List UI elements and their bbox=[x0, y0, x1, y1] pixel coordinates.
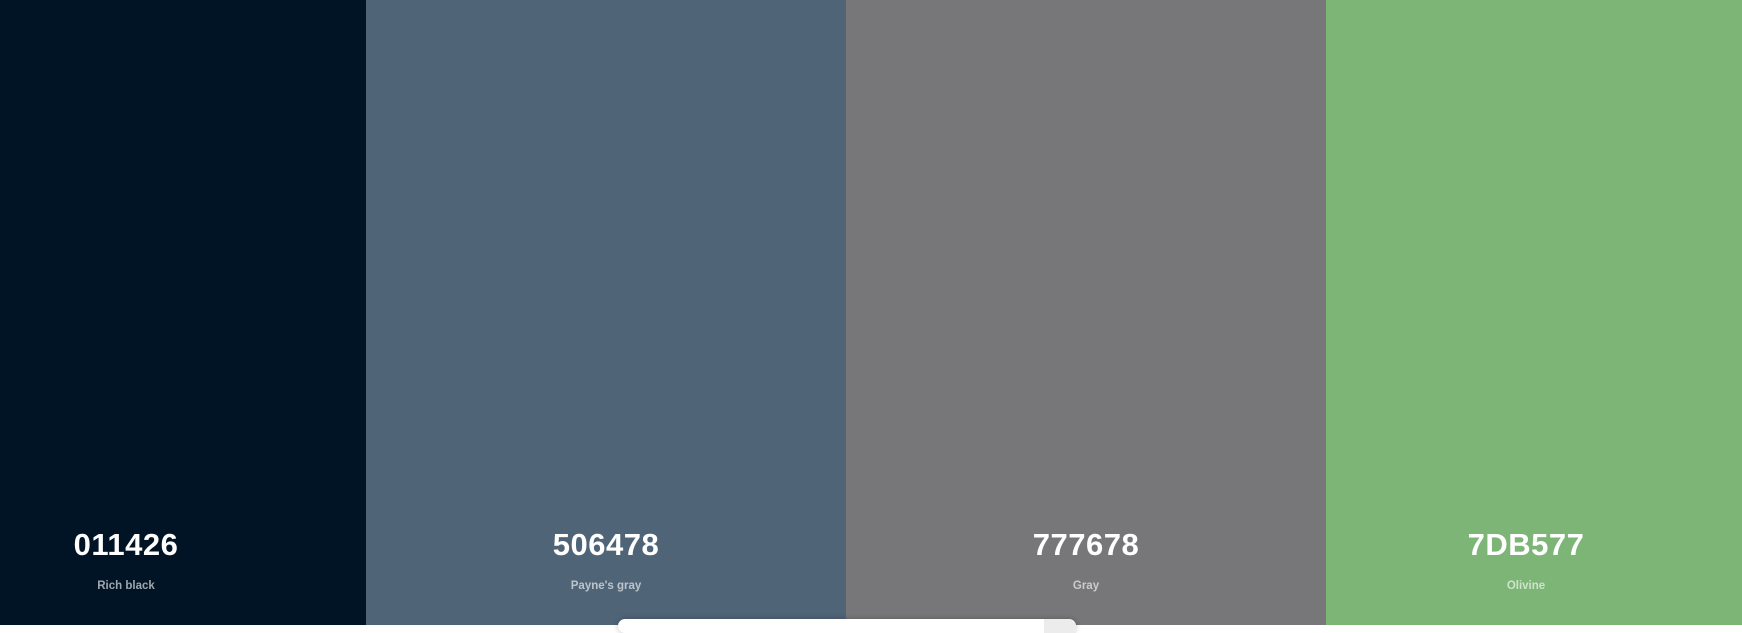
swatch-info: 7DB577 Olivine bbox=[1310, 524, 1742, 594]
toolbar-end-button[interactable] bbox=[1044, 619, 1076, 633]
swatch-info: 506478 Payne's gray bbox=[366, 524, 846, 594]
swatch-info: 011426 Rich black bbox=[0, 524, 252, 594]
swatch-info: 777678 Gray bbox=[846, 524, 1326, 594]
hex-code[interactable]: 7DB577 bbox=[1310, 524, 1742, 566]
bottom-toolbar[interactable] bbox=[618, 619, 1076, 633]
swatch-rich-black[interactable]: 011426 Rich black bbox=[0, 0, 366, 625]
hex-code[interactable]: 777678 bbox=[846, 524, 1326, 566]
hex-code[interactable]: 506478 bbox=[366, 524, 846, 566]
color-name[interactable]: Rich black bbox=[0, 578, 252, 594]
swatch-olivine[interactable]: 7DB577 Olivine bbox=[1326, 0, 1742, 625]
color-name[interactable]: Payne's gray bbox=[366, 578, 846, 594]
color-name[interactable]: Gray bbox=[846, 578, 1326, 594]
hex-code[interactable]: 011426 bbox=[0, 524, 252, 566]
swatch-gray[interactable]: 777678 Gray bbox=[846, 0, 1326, 625]
color-name[interactable]: Olivine bbox=[1310, 578, 1742, 594]
swatch-paynes-gray[interactable]: 506478 Payne's gray bbox=[366, 0, 846, 625]
